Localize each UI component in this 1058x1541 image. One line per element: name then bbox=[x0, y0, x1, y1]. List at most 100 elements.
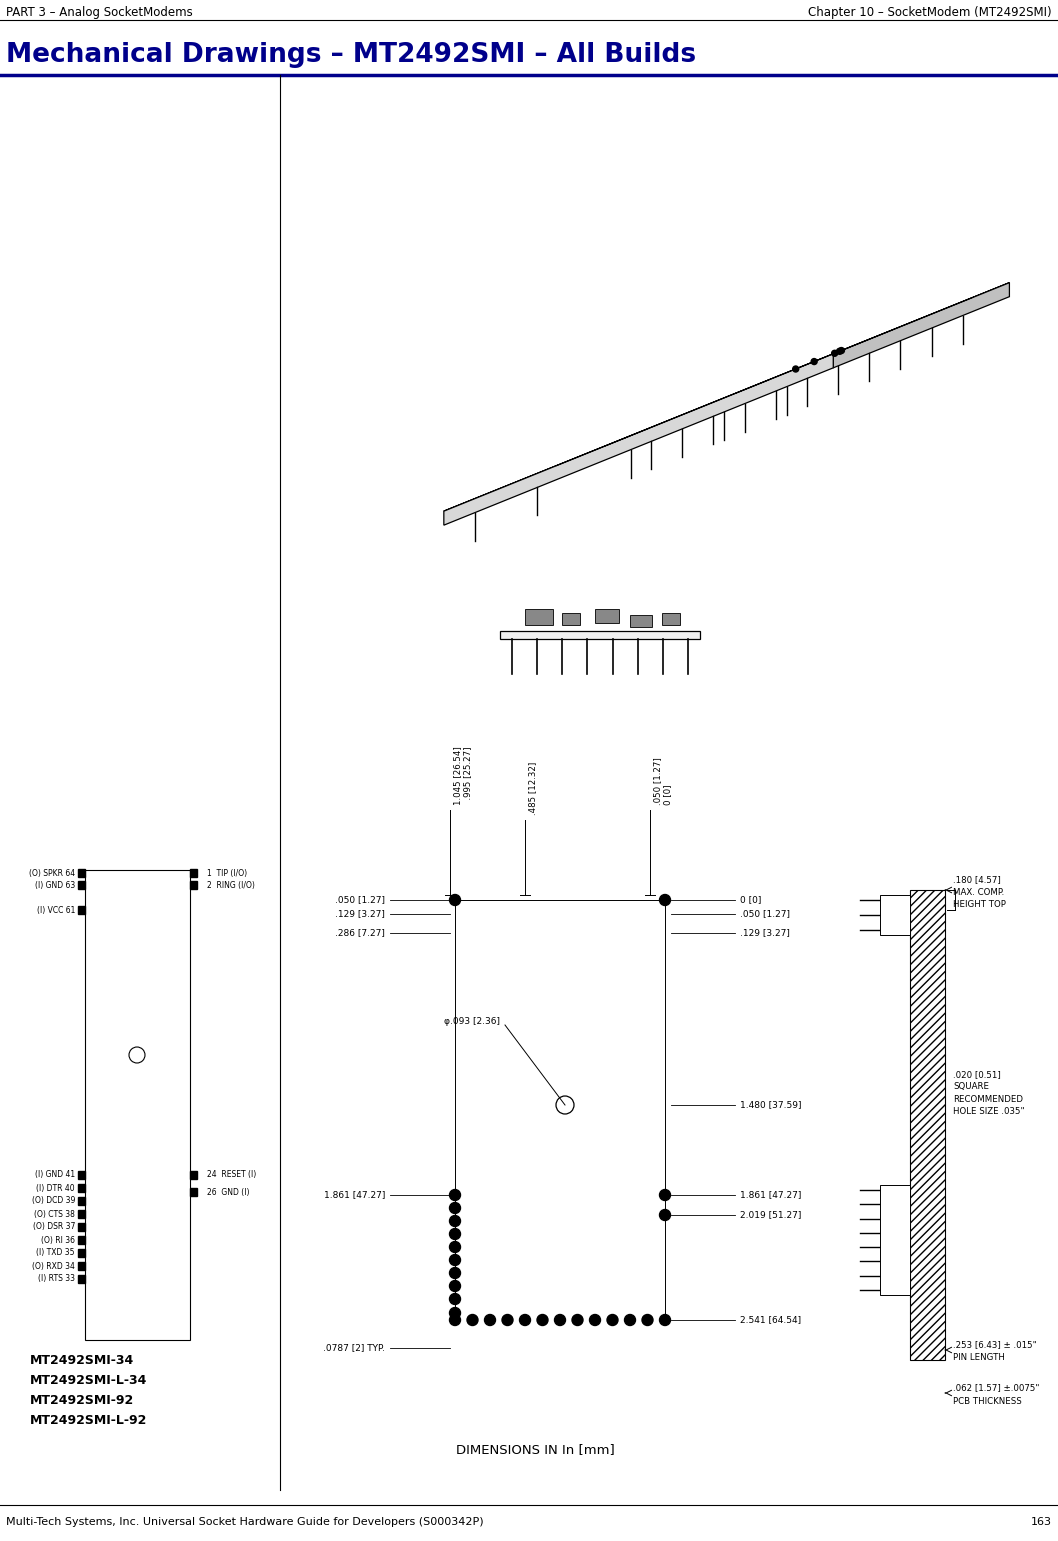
Text: HEIGHT TOP: HEIGHT TOP bbox=[953, 900, 1006, 909]
Text: .995 [25.27]: .995 [25.27] bbox=[463, 746, 472, 804]
Circle shape bbox=[811, 359, 817, 365]
Circle shape bbox=[554, 1314, 565, 1325]
Bar bbox=[78, 906, 85, 914]
Text: (O) RXD 34: (O) RXD 34 bbox=[32, 1262, 75, 1270]
Circle shape bbox=[659, 1210, 671, 1220]
Text: (O) SPKR 64: (O) SPKR 64 bbox=[29, 869, 75, 877]
Bar bbox=[525, 609, 553, 626]
Polygon shape bbox=[604, 428, 649, 447]
Text: (O) RI 36: (O) RI 36 bbox=[41, 1236, 75, 1245]
Text: 1.861 [47.27]: 1.861 [47.27] bbox=[740, 1191, 801, 1199]
Circle shape bbox=[624, 1314, 636, 1325]
Circle shape bbox=[832, 350, 838, 356]
Circle shape bbox=[519, 1314, 530, 1325]
Bar bbox=[78, 1171, 85, 1179]
Circle shape bbox=[450, 1228, 460, 1239]
Circle shape bbox=[450, 1254, 460, 1265]
Circle shape bbox=[450, 1190, 460, 1200]
Bar bbox=[190, 1171, 197, 1179]
Bar bbox=[190, 881, 197, 889]
Polygon shape bbox=[444, 282, 1009, 512]
Circle shape bbox=[467, 1314, 478, 1325]
Circle shape bbox=[450, 1314, 460, 1325]
Text: .0787 [2] TYP.: .0787 [2] TYP. bbox=[323, 1344, 385, 1353]
Text: (I) RTS 33: (I) RTS 33 bbox=[38, 1274, 75, 1284]
Polygon shape bbox=[797, 330, 894, 368]
Text: PCB THICKNESS: PCB THICKNESS bbox=[953, 1396, 1022, 1405]
Text: .062 [1.57] ±.0075": .062 [1.57] ±.0075" bbox=[953, 1384, 1040, 1393]
Text: 0 [0]: 0 [0] bbox=[740, 895, 762, 905]
Text: .050 [1.27]: .050 [1.27] bbox=[653, 757, 662, 804]
Text: (O) CTS 38: (O) CTS 38 bbox=[34, 1210, 75, 1219]
Text: .129 [3.27]: .129 [3.27] bbox=[335, 909, 385, 918]
Text: .020 [0.51]: .020 [0.51] bbox=[953, 1071, 1001, 1080]
Circle shape bbox=[659, 1314, 671, 1325]
Circle shape bbox=[837, 348, 842, 354]
Text: 2.541 [64.54]: 2.541 [64.54] bbox=[740, 1316, 801, 1325]
Text: PART 3 – Analog SocketModems: PART 3 – Analog SocketModems bbox=[6, 6, 193, 18]
Text: 2  RING (I/O): 2 RING (I/O) bbox=[207, 880, 255, 889]
Text: .485 [12.32]: .485 [12.32] bbox=[528, 761, 537, 815]
Text: 163: 163 bbox=[1030, 1516, 1052, 1527]
Bar bbox=[662, 613, 680, 626]
Text: 1.480 [37.59]: 1.480 [37.59] bbox=[740, 1100, 802, 1110]
Text: (O) DCD 39: (O) DCD 39 bbox=[32, 1196, 75, 1205]
Text: 1.861 [47.27]: 1.861 [47.27] bbox=[324, 1191, 385, 1199]
Text: (O) DSR 37: (O) DSR 37 bbox=[33, 1222, 75, 1231]
Circle shape bbox=[450, 1216, 460, 1227]
Text: Mechanical Drawings – MT2492SMI – All Builds: Mechanical Drawings – MT2492SMI – All Bu… bbox=[6, 42, 696, 68]
Circle shape bbox=[450, 894, 460, 906]
Polygon shape bbox=[444, 354, 834, 525]
Text: 2.019 [51.27]: 2.019 [51.27] bbox=[740, 1211, 801, 1219]
Bar bbox=[78, 1236, 85, 1244]
Circle shape bbox=[501, 1314, 513, 1325]
Polygon shape bbox=[841, 297, 973, 351]
Circle shape bbox=[607, 1314, 618, 1325]
Bar bbox=[78, 1197, 85, 1205]
Bar bbox=[880, 895, 910, 935]
Bar bbox=[880, 1185, 910, 1294]
Bar bbox=[78, 1262, 85, 1270]
Text: .253 [6.43] ± .015": .253 [6.43] ± .015" bbox=[953, 1341, 1037, 1350]
Text: HOLE SIZE .035": HOLE SIZE .035" bbox=[953, 1106, 1024, 1116]
Text: DIMENSIONS IN In [mm]: DIMENSIONS IN In [mm] bbox=[456, 1444, 615, 1456]
Circle shape bbox=[572, 1314, 583, 1325]
Text: MT2492SMI-92: MT2492SMI-92 bbox=[30, 1393, 134, 1407]
Bar bbox=[190, 869, 197, 877]
Polygon shape bbox=[734, 358, 824, 394]
Circle shape bbox=[659, 1190, 671, 1200]
Text: 26  GND (I): 26 GND (I) bbox=[207, 1188, 250, 1196]
Bar bbox=[595, 609, 619, 623]
Text: .050 [1.27]: .050 [1.27] bbox=[740, 909, 790, 918]
Circle shape bbox=[659, 894, 671, 906]
Text: .180 [4.57]: .180 [4.57] bbox=[953, 875, 1001, 885]
Bar bbox=[630, 615, 652, 627]
Circle shape bbox=[450, 1268, 460, 1279]
Circle shape bbox=[450, 1202, 460, 1213]
Text: .286 [7.27]: .286 [7.27] bbox=[335, 929, 385, 937]
Text: 1.045 [26.54]: 1.045 [26.54] bbox=[453, 746, 462, 804]
Bar bbox=[910, 891, 945, 1361]
Circle shape bbox=[450, 1307, 460, 1319]
Text: MT2492SMI-L-34: MT2492SMI-L-34 bbox=[30, 1373, 147, 1387]
Text: (I) GND 63: (I) GND 63 bbox=[35, 880, 75, 889]
Polygon shape bbox=[555, 438, 626, 465]
Bar bbox=[85, 871, 190, 1341]
Text: .129 [3.27]: .129 [3.27] bbox=[740, 929, 790, 937]
Text: RECOMMENDED: RECOMMENDED bbox=[953, 1094, 1023, 1103]
Bar bbox=[78, 881, 85, 889]
Polygon shape bbox=[622, 379, 769, 439]
Circle shape bbox=[450, 1293, 460, 1305]
Text: SQUARE: SQUARE bbox=[953, 1082, 989, 1091]
Bar bbox=[78, 1210, 85, 1217]
Text: MAX. COMP.: MAX. COMP. bbox=[953, 888, 1004, 897]
Bar bbox=[78, 1274, 85, 1284]
Bar bbox=[78, 1183, 85, 1193]
Bar bbox=[78, 869, 85, 877]
Circle shape bbox=[450, 1281, 460, 1291]
Text: φ.093 [2.36]: φ.093 [2.36] bbox=[444, 1017, 500, 1026]
Bar bbox=[78, 1250, 85, 1257]
Bar bbox=[190, 1188, 197, 1196]
Circle shape bbox=[642, 1314, 653, 1325]
Text: Chapter 10 – SocketModem (MT2492SMI): Chapter 10 – SocketModem (MT2492SMI) bbox=[808, 6, 1052, 18]
